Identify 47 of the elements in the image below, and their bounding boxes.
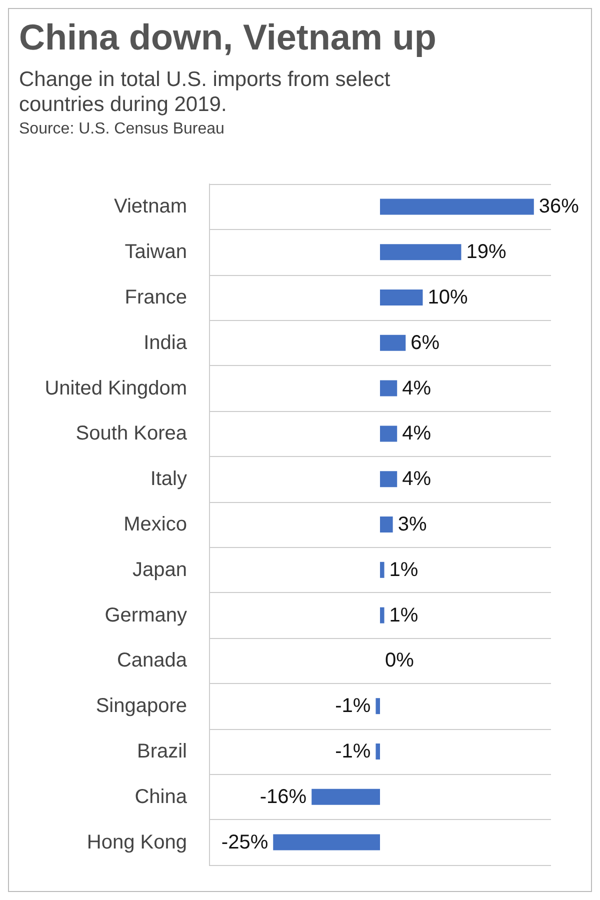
data-label: 1% <box>389 558 418 581</box>
bar <box>380 426 398 442</box>
source-note: Source: U.S. Census Bureau <box>19 120 224 138</box>
chart-title: China down, Vietnam up <box>19 16 436 58</box>
bar <box>380 290 423 306</box>
data-label: 3% <box>398 514 427 536</box>
y-tick-label: Hong Kong <box>86 831 187 854</box>
data-label: 1% <box>389 604 418 626</box>
bar <box>380 516 393 532</box>
bar <box>380 244 462 260</box>
data-label: -16% <box>260 786 307 808</box>
y-tick-label: Taiwan <box>124 241 187 264</box>
chart-subtitle: Change in total U.S. imports from select countries during 2019. <box>19 68 396 116</box>
bar <box>273 834 380 850</box>
bar <box>380 607 384 624</box>
data-label: 4% <box>402 468 432 490</box>
data-label: 0% <box>385 650 414 672</box>
bar <box>380 380 398 396</box>
bar <box>380 198 534 215</box>
bar <box>312 788 380 805</box>
data-label: 6% <box>410 332 440 354</box>
y-tick-label: Vietnam <box>114 196 187 218</box>
y-tick-label: Mexico <box>124 514 187 536</box>
bar <box>376 744 380 760</box>
y-tick-label: Brazil <box>136 740 187 762</box>
data-label: 10% <box>428 286 468 308</box>
data-label: 36% <box>538 196 580 218</box>
data-label: 19% <box>466 241 506 264</box>
y-tick-label: Singapore <box>96 695 187 718</box>
y-tick-label: France <box>124 286 187 308</box>
y-tick-label: Italy <box>150 468 187 490</box>
bar <box>380 562 384 578</box>
data-label: -1% <box>335 740 371 762</box>
y-tick-label: Canada <box>116 650 188 672</box>
bar <box>376 698 380 714</box>
data-label: -25% <box>221 831 268 854</box>
data-label: -1% <box>335 695 371 718</box>
bar <box>380 334 406 351</box>
y-tick-label: United Kingdom <box>44 377 187 400</box>
y-tick-label: China <box>134 786 188 808</box>
data-label: 4% <box>402 422 432 445</box>
bar <box>380 471 398 488</box>
y-tick-label: Japan <box>132 558 187 581</box>
y-tick-label: South Korea <box>76 422 188 445</box>
y-tick-label: India <box>144 332 188 354</box>
y-tick-label: Germany <box>104 604 187 626</box>
data-label: 4% <box>402 377 432 400</box>
